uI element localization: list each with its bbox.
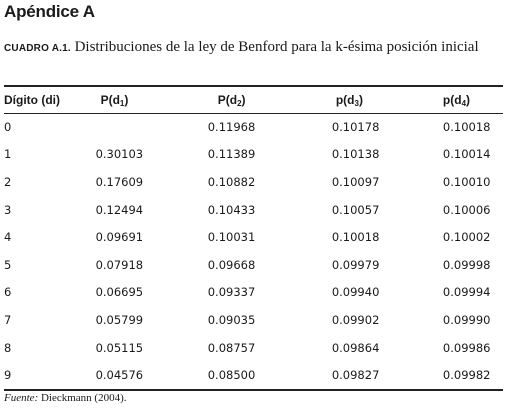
table-row: 0 0.11968 0.10178 0.10018: [4, 113, 503, 141]
probability-cell: 0.09864: [331, 340, 380, 355]
probability-cell: 0.09337: [207, 285, 256, 300]
table-caption-text: Distribuciones de la ley de Benford para…: [74, 39, 479, 55]
table-row: 2 0.17609 0.10882 0.10097 0.10010: [4, 168, 503, 196]
table-header-row: Dígito (di) P(d1) P(d2) p(d3) p(d4): [4, 87, 503, 113]
probability-cell: 0.09902: [331, 312, 380, 327]
table-caption-label: CUADRO A.1.: [4, 43, 71, 54]
probability-cell: 0.10433: [207, 202, 256, 217]
probability-cell: 0.10178: [331, 119, 380, 134]
probability-cell: 0.09986: [442, 340, 491, 355]
probability-cell: 0.09979: [331, 257, 380, 272]
probability-cell: 0.07918: [95, 257, 144, 272]
table-row: 8 0.05115 0.08757 0.09864 0.09986: [4, 334, 503, 362]
table-header-rule: [4, 113, 503, 114]
digit-cell: 2: [4, 174, 12, 189]
probability-cell: 0.05115: [95, 340, 144, 355]
probability-cell: 0.10006: [442, 202, 491, 217]
digit-cell: 3: [4, 202, 12, 217]
digit-cell: 4: [4, 230, 12, 245]
probability-cell: 0.09990: [442, 312, 491, 327]
digit-cell: 6: [4, 285, 12, 300]
table-top-rule: [4, 85, 503, 87]
source-label: Fuente:: [4, 392, 39, 404]
probability-cell: 0.10031: [207, 230, 256, 245]
digit-cell: 0: [4, 119, 12, 134]
table-row: 3 0.12494 0.10433 0.10057 0.10006: [4, 196, 503, 224]
header-p-d4: p(d4): [442, 92, 471, 108]
probability-cell: 0.04576: [95, 368, 144, 383]
probability-cell: 0.09691: [95, 230, 144, 245]
probability-cell: 0.10002: [442, 230, 491, 245]
probability-cell: 0.09940: [331, 285, 380, 300]
probability-cell: 0.06695: [95, 285, 144, 300]
probability-cell: [96, 113, 206, 141]
table-row: 7 0.05799 0.09035 0.09902 0.09990: [4, 306, 503, 334]
benford-table: Dígito (di) P(d1) P(d2) p(d3) p(d4) 0 0.1…: [4, 87, 503, 389]
digit-cell: 1: [4, 147, 12, 162]
probability-cell: 0.17609: [95, 174, 144, 189]
source-text: Dieckmann (2004).: [40, 392, 127, 404]
probability-cell: 0.08500: [207, 368, 256, 383]
probability-cell: 0.09827: [331, 368, 380, 383]
probability-cell: 0.09035: [207, 312, 256, 327]
table-row: 1 0.30103 0.11389 0.10138 0.10014: [4, 141, 503, 169]
probability-cell: 0.10138: [331, 147, 380, 162]
probability-cell: 0.11389: [207, 147, 256, 162]
probability-cell: 0.10882: [207, 174, 256, 189]
table-bottom-rule: [4, 389, 503, 391]
probability-cell: 0.08757: [207, 340, 256, 355]
table-body: 0 0.11968 0.10178 0.10018 1 0.30103 0.11389 0.1…: [4, 113, 503, 389]
table-row: 6 0.06695 0.09337 0.09940 0.09994: [4, 279, 503, 307]
probability-cell: 0.10097: [331, 174, 380, 189]
digit-cell: 8: [4, 340, 12, 355]
probability-cell: 0.10010: [442, 174, 491, 189]
probability-cell: 0.09998: [442, 257, 491, 272]
probability-cell: 0.11968: [207, 119, 256, 134]
probability-cell: 0.05799: [95, 312, 144, 327]
header-p-d2: P(d2): [217, 92, 246, 108]
header-digit: Dígito (di): [4, 93, 60, 107]
probability-cell: 0.09668: [207, 257, 256, 272]
probability-cell: 0.10018: [442, 119, 491, 134]
table-caption: CUADRO A.1. Distribuciones de la ley de …: [4, 38, 499, 58]
probability-cell: 0.12494: [95, 202, 144, 217]
probability-cell: 0.10018: [331, 230, 380, 245]
appendix-heading: Apéndice A: [4, 2, 95, 21]
probability-cell: 0.09982: [442, 368, 491, 383]
header-p-d3: p(d3): [335, 92, 363, 108]
table-row: 9 0.04576 0.08500 0.09827 0.09982: [4, 361, 503, 389]
table-row: 4 0.09691 0.10031 0.10018 0.10002: [4, 223, 503, 251]
header-p-d1: P(d1): [100, 92, 129, 108]
digit-cell: 5: [4, 257, 12, 272]
digit-cell: 7: [4, 312, 12, 327]
probability-cell: 0.10057: [331, 202, 380, 217]
table-source: Fuente: Dieckmann (2004).: [4, 392, 126, 404]
table-row: 5 0.07918 0.09668 0.09979 0.09998: [4, 251, 503, 279]
probability-cell: 0.10014: [442, 147, 491, 162]
digit-cell: 9: [4, 368, 12, 383]
probability-cell: 0.30103: [95, 147, 144, 162]
probability-cell: 0.09994: [442, 285, 491, 300]
